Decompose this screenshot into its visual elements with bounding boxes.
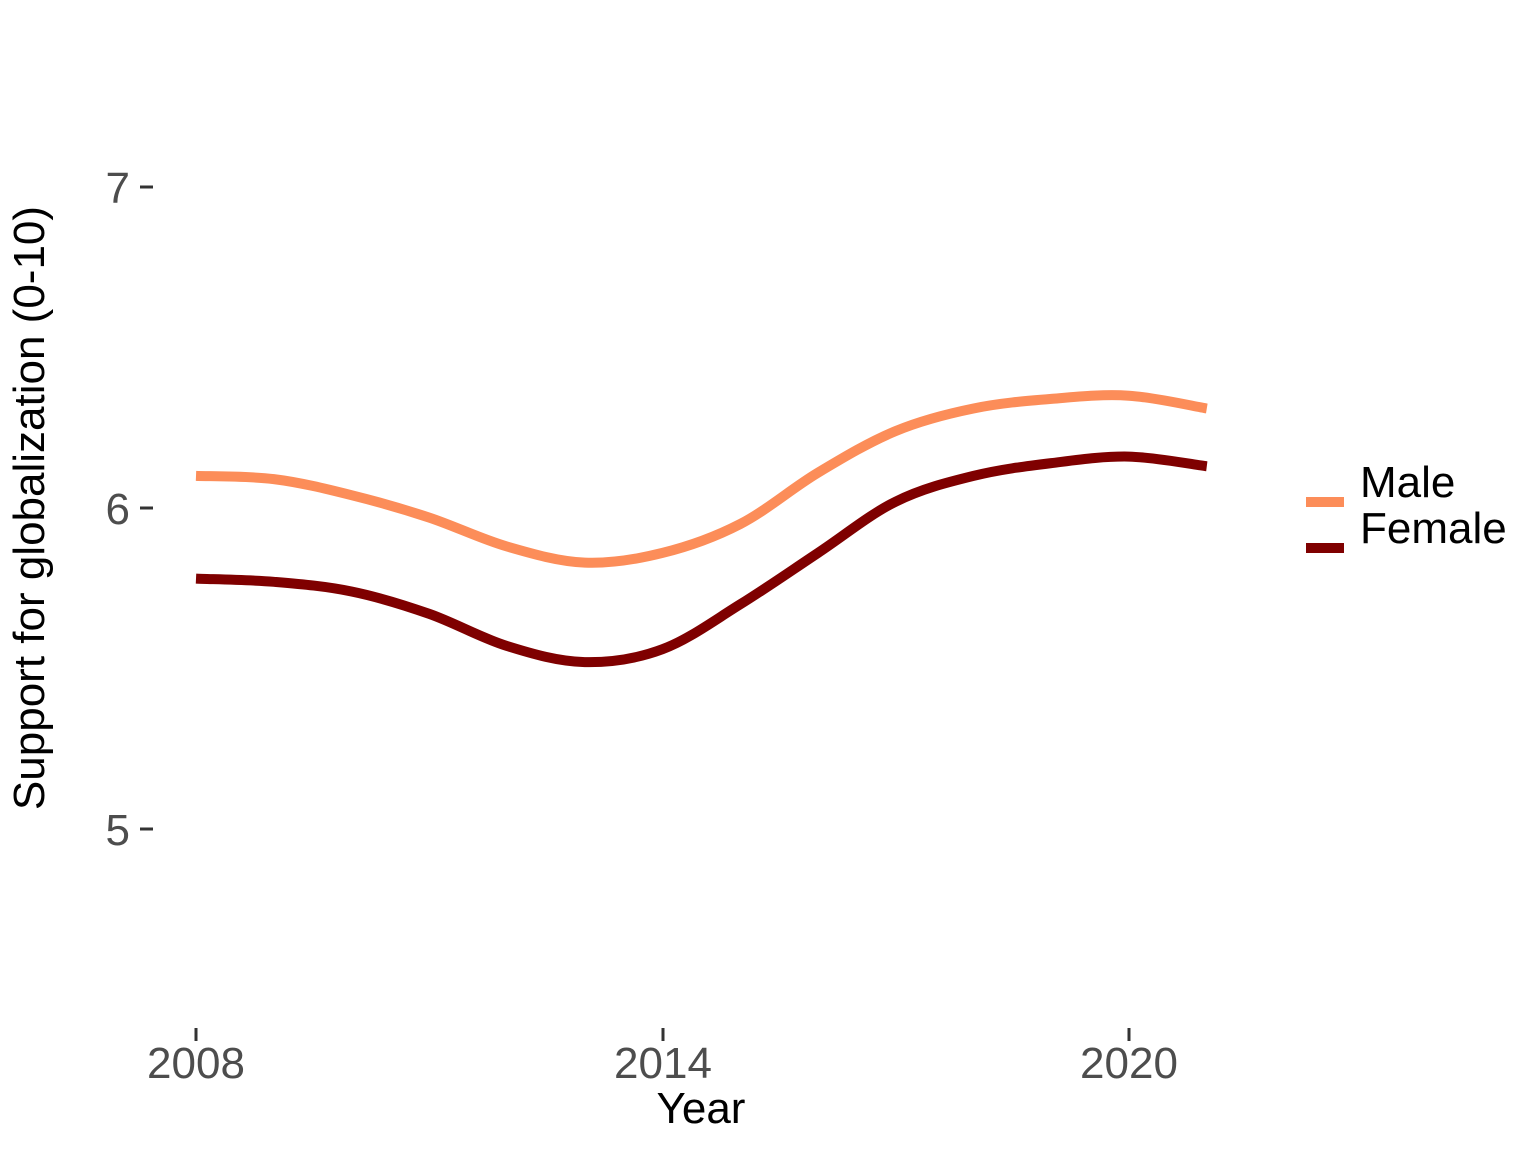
y-tick-label-7: 7 bbox=[106, 164, 130, 213]
x-axis-title: Year bbox=[657, 1084, 746, 1133]
y-axis-title: Support for globalization (0-10) bbox=[5, 206, 54, 810]
male-line bbox=[195, 390, 1208, 568]
x-tick-label-2014: 2014 bbox=[614, 1039, 712, 1088]
x-tick-label-2008: 2008 bbox=[147, 1039, 245, 1088]
x-axis-ticks bbox=[194, 1028, 1131, 1041]
legend-label-female: Female bbox=[1360, 504, 1507, 553]
x-axis-labels: 2008 2014 2020 bbox=[147, 1039, 1178, 1088]
y-axis-ticks bbox=[140, 185, 153, 831]
y-tick-label-6: 6 bbox=[106, 485, 130, 534]
legend-label-male: Male bbox=[1360, 458, 1455, 507]
legend: Male Female bbox=[1306, 458, 1507, 553]
y-tick-label-5: 5 bbox=[106, 806, 130, 855]
female-line bbox=[195, 451, 1208, 668]
x-tick-label-2020: 2020 bbox=[1080, 1039, 1178, 1088]
plot-lines bbox=[195, 390, 1208, 668]
y-axis-labels: 7 6 5 bbox=[106, 164, 130, 855]
